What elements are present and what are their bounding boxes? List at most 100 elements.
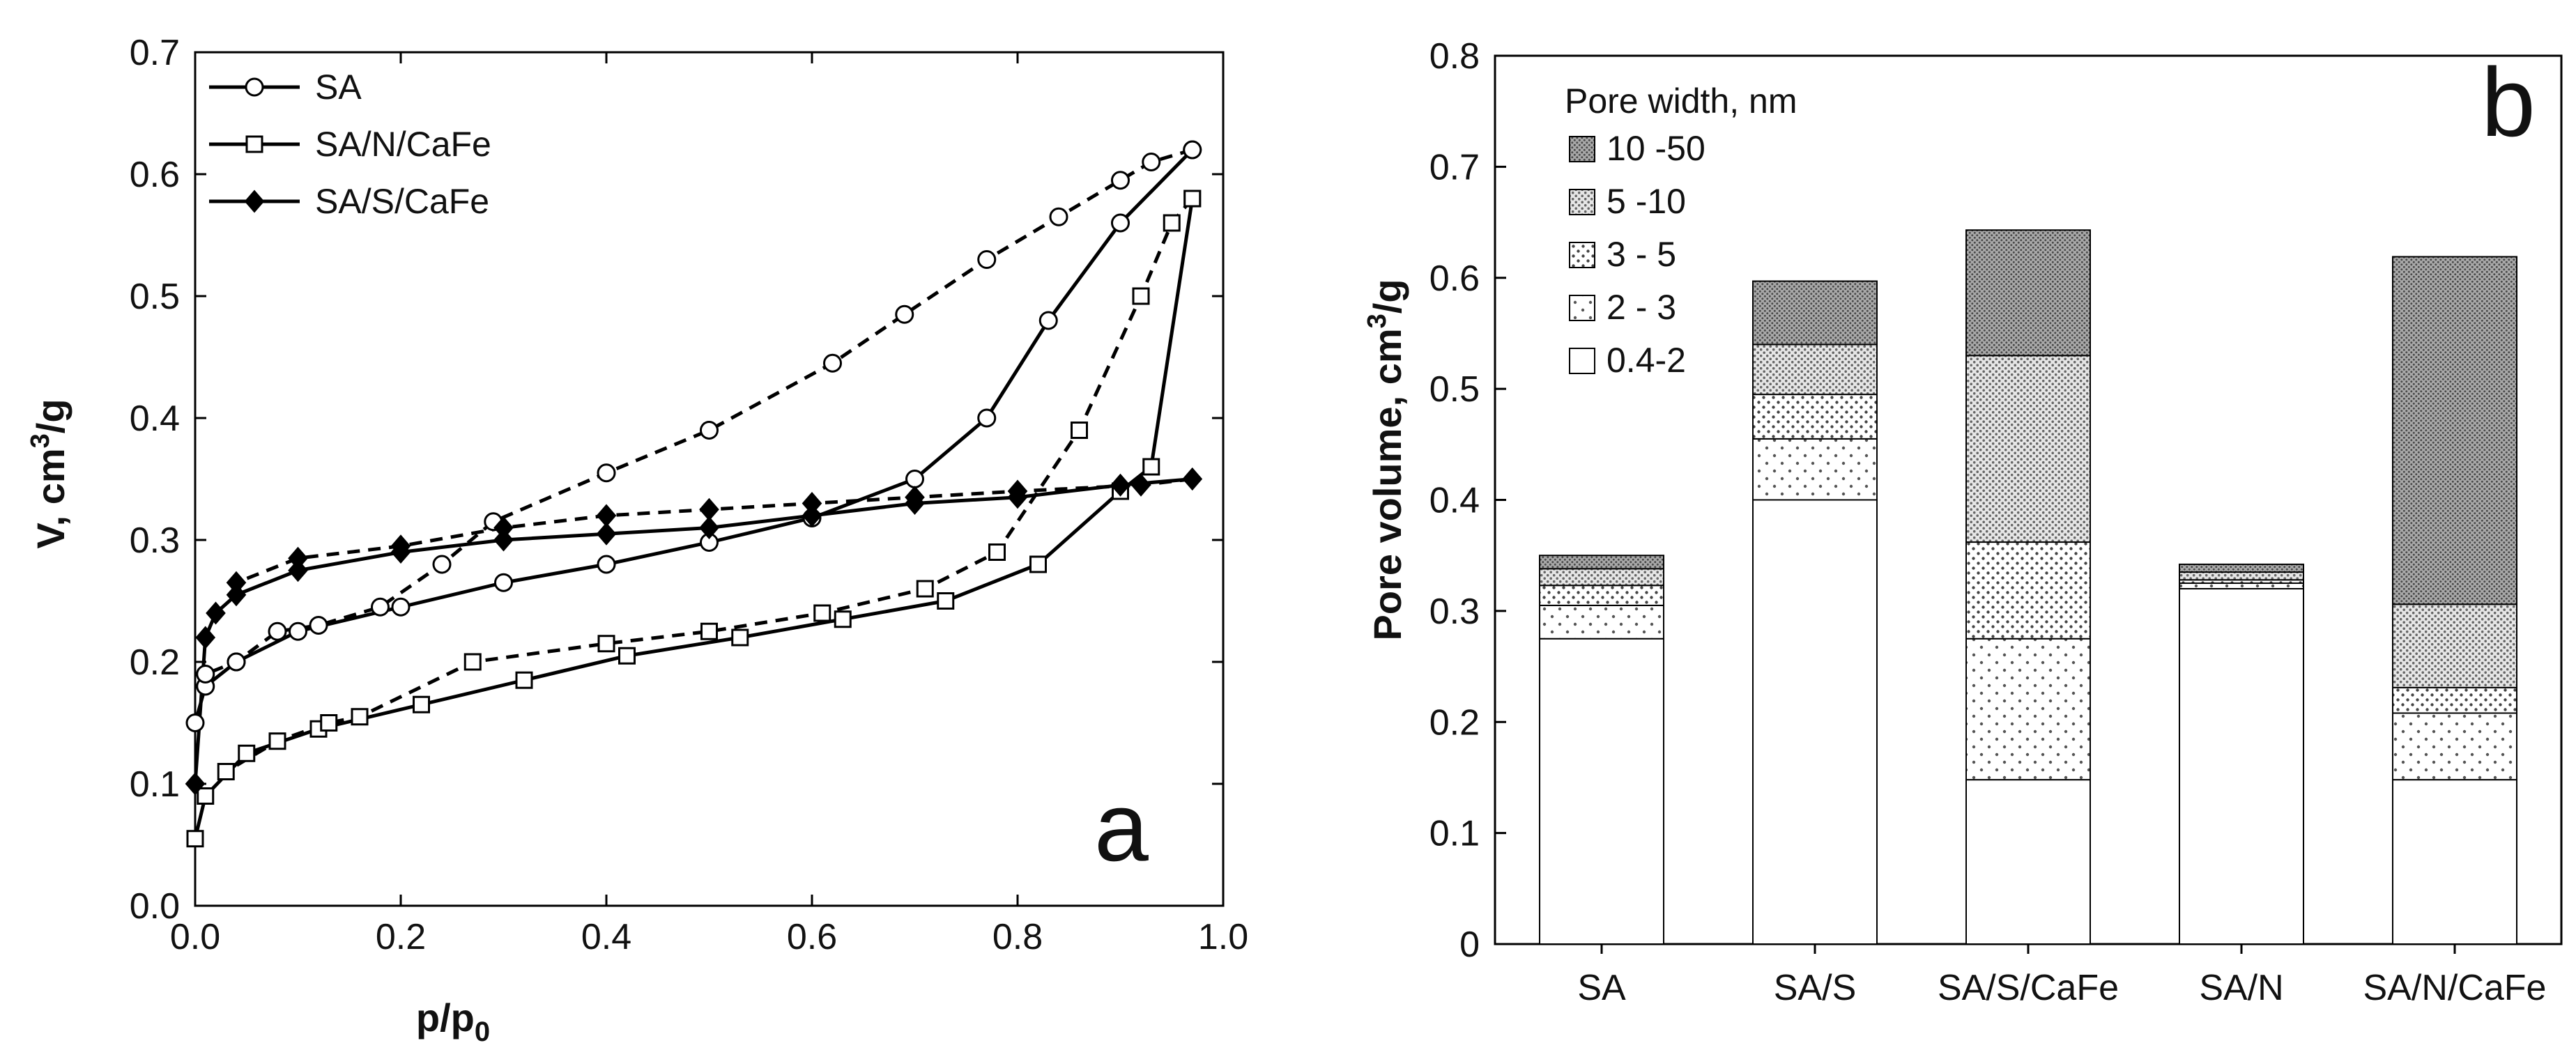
isotherm-x-tick-label: 0.2: [376, 917, 426, 957]
sa-desorption-point: [268, 621, 287, 641]
pore-width-legend-title: Pore width, nm: [1565, 82, 1797, 121]
sa-n-cafe-adsorption-point: [238, 744, 256, 762]
sa-s-cafe-desorption-point: [802, 491, 822, 516]
sa-desorption-point: [1111, 171, 1130, 190]
sa-n-cafe-adsorption-point: [618, 647, 636, 665]
pore-volume-y-tick-label: 0.3: [1429, 592, 1480, 632]
sa-n-cafe-adsorption-point: [1029, 555, 1047, 573]
sa-s-cafe-desorption-point: [1007, 479, 1028, 503]
bar-segment-sa-s-2: [1752, 394, 1878, 440]
bar-segment-sa-0: [1539, 638, 1664, 945]
sa-n-cafe-desorption-point: [700, 622, 718, 640]
bar-segment-sa-s-cafe-1: [1965, 638, 2091, 781]
legend-swatch-0: [1569, 348, 1595, 374]
legend-swatch-3: [1569, 189, 1595, 215]
sa-n-cafe-desorption-point: [1132, 287, 1150, 305]
sa-s-cafe-adsorption-point: [185, 772, 206, 796]
pore-volume-y-tick-label: 0.1: [1429, 814, 1480, 854]
sa-n-cafe-adsorption-point: [731, 628, 749, 647]
isotherm-lines: [193, 148, 1195, 840]
bar-segment-sa-s-cafe-3: [1965, 355, 2091, 543]
sa-s-cafe-adsorption-point: [226, 583, 247, 607]
sa-n-cafe-desorption-point: [813, 604, 831, 622]
sa-desorption-point: [371, 597, 390, 617]
sa-n-cafe-desorption-point: [1163, 214, 1181, 232]
sa-n-cafe-desorption-line: [224, 197, 1194, 773]
bar-segment-sa-n-0: [2179, 588, 2304, 945]
sa-s-cafe-adsorption-point: [493, 528, 514, 552]
bar-segment-sa-n-1: [2179, 582, 2304, 589]
bar-segment-sa-1: [1539, 604, 1664, 640]
pore-volume-tick-labels: 0 0.1 0.2 0.3 0.4 0.5 0.6 0.7 0.8 SA SA/S SA/S/CaFe…: [1429, 36, 2547, 1008]
sa-n-cafe-desorption-point: [268, 732, 286, 750]
sa-adsorption-point: [391, 597, 411, 617]
category-label: SA/S: [1774, 968, 1857, 1008]
legend-marker-sa: [245, 77, 264, 97]
bar-segment-sa-n-3: [2179, 571, 2304, 581]
sa-desorption-point: [196, 665, 215, 683]
isotherm-y-tick-label: 0.7: [130, 33, 180, 73]
sa-s-cafe-adsorption-point: [1110, 473, 1130, 497]
legend-label-pore-width: 10 -50: [1607, 129, 1705, 168]
sa-adsorption-point: [1111, 213, 1130, 233]
bar-segment-sa-2: [1539, 585, 1664, 606]
sa-s-cafe-adsorption-line: [193, 477, 1193, 785]
pore-volume-y-tick-label: 0.7: [1429, 147, 1480, 187]
sa-desorption-point: [1049, 207, 1068, 226]
legend-label-sa: SA: [315, 68, 362, 107]
isotherm-y-tick-label: 0.1: [130, 764, 180, 805]
sa-s-cafe-desorption-point: [390, 534, 411, 558]
isotherm-markers: [185, 140, 1203, 848]
sa-s-cafe-adsorption-point: [206, 601, 226, 625]
isotherm-axes: [194, 51, 1225, 907]
sa-desorption-point: [309, 616, 328, 635]
sa-s-cafe-desorption-point: [288, 546, 308, 570]
isotherm-y-tick-label: 0.3: [130, 520, 180, 561]
isotherm-legend: SA SA/N/CaFe SA/S/CaFe: [209, 68, 491, 221]
bar-segment-sa-s-cafe-0: [1965, 779, 2091, 945]
sa-s-cafe-adsorption-point: [699, 516, 719, 540]
legend-label-pore-width: 2 - 3: [1607, 288, 1676, 327]
sa-desorption-point: [895, 304, 914, 324]
category-label: SA: [1577, 968, 1626, 1008]
isotherm-plot-frame: [194, 51, 1225, 907]
category-label: SA/N: [2199, 968, 2283, 1008]
bar-segment-sa-s-1: [1752, 438, 1878, 501]
sa-adsorption-point: [597, 555, 616, 574]
pore-volume-bars: [1539, 229, 2517, 945]
isotherm-y-tick-label: 0.5: [130, 277, 180, 317]
sa-desorption-point: [432, 555, 452, 574]
sa-desorption-point: [1142, 153, 1161, 171]
isotherm-tick-labels: 0.0 0.2 0.4 0.6 0.8 1.0 0.0 0.1 0.2 0.3 0.4 0.5 0.6 0…: [130, 33, 1248, 957]
sa-n-cafe-adsorption-point: [186, 830, 204, 848]
bar-segment-sa-s-3: [1752, 343, 1878, 396]
panel-label-b: b: [2481, 47, 2536, 157]
sa-s-cafe-desorption-point: [699, 497, 719, 521]
legend-marker-sa-s-cafe: [244, 190, 265, 213]
sa-s-cafe-desorption-point: [905, 486, 925, 509]
isotherm-x-tick-label: 1.0: [1198, 917, 1248, 957]
isotherm-x-axis-title: p/p0: [416, 996, 490, 1043]
sa-n-cafe-adsorption-point: [197, 787, 215, 805]
bar-segment-sa-n-4: [2179, 563, 2304, 573]
sa-n-cafe-adsorption-point: [834, 610, 852, 628]
bar-segment-sa-4: [1539, 555, 1664, 570]
category-label: SA/N/CaFe: [2363, 968, 2547, 1008]
isotherm-y-tick-label: 0.0: [130, 886, 180, 927]
bar-segment-sa-s-4: [1752, 280, 1878, 346]
bar-segment-sa-s-cafe-4: [1965, 229, 2091, 357]
legend-marker-sa-n-cafe: [245, 135, 263, 153]
isotherm-chart: 0.0 0.2 0.4 0.6 0.8 1.0 0.0 0.1 0.2 0.3 0.4 0.5 0.6 0…: [26, 33, 1248, 1043]
bar-segment-sa-s-cafe-2: [1965, 541, 2091, 640]
bar-segment-sa-n-cafe-3: [2392, 603, 2517, 688]
sa-desorption-line: [204, 148, 1193, 676]
bar-segment-sa-3: [1539, 568, 1664, 587]
sa-adsorption-line: [193, 148, 1194, 724]
pore-volume-y-axis-title: Pore volume, cm3/g: [1363, 279, 1409, 640]
isotherm-x-tick-label: 0.6: [787, 917, 837, 957]
sa-s-cafe-adsorption-point: [596, 522, 617, 546]
sa-s-cafe-desorption-point: [226, 571, 247, 594]
sa-s-cafe-adsorption-point: [288, 559, 308, 582]
pore-volume-y-tick-label: 0.5: [1429, 369, 1480, 410]
